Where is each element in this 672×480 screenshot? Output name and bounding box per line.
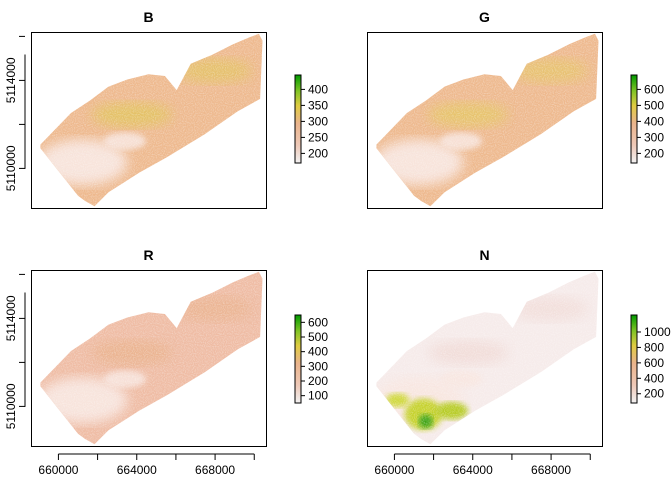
plot-frame <box>367 32 603 209</box>
legend-tick-label: 400 <box>644 114 664 128</box>
x-tick-label: 664000 <box>453 463 493 477</box>
legend-tick-label: 1000 <box>644 325 671 339</box>
panel-title: R <box>143 247 153 263</box>
x-tick-label: 660000 <box>38 463 78 477</box>
y-tick-label: 5114000 <box>4 57 18 103</box>
y-tick-label: 5110000 <box>4 383 18 429</box>
legend-tick-label: 800 <box>644 340 664 354</box>
x-tick-label: 668000 <box>531 463 571 477</box>
panel-title: B <box>143 9 153 25</box>
legend-tick-label: 200 <box>308 146 328 160</box>
legend-tick-label: 200 <box>308 374 328 388</box>
raster-image <box>376 33 599 207</box>
y-axis: 5110000 5114000 <box>4 35 26 191</box>
legend-tick-label: 600 <box>644 82 664 96</box>
x-tick-label: 668000 <box>195 463 235 477</box>
x-tick-label: 660000 <box>374 463 414 477</box>
raster-image <box>40 33 263 207</box>
legend-tick-label: 200 <box>644 146 664 160</box>
panel-b: B 5110000 5114000 200 250 300 350 400 <box>4 9 328 209</box>
panel-title: G <box>479 9 490 25</box>
colorbar-legend: 200 300 400 500 600 <box>630 74 664 164</box>
y-tick-label: 5114000 <box>4 295 18 341</box>
legend-tick-label: 500 <box>644 98 664 112</box>
panel-g: G 200 300 400 500 600 <box>367 9 664 209</box>
legend-tick-label: 300 <box>308 114 328 128</box>
legend-tick-label: 350 <box>308 98 328 112</box>
legend-tick-label: 400 <box>308 345 328 359</box>
x-axis: 660000 664000 668000 <box>374 453 591 477</box>
y-axis: 5110000 5114000 <box>4 273 26 429</box>
legend-tick-label: 600 <box>644 356 664 370</box>
x-tick-label: 664000 <box>117 463 157 477</box>
legend-tick-label: 250 <box>308 130 328 144</box>
legend-tick-label: 500 <box>308 330 328 344</box>
y-tick-label: 5110000 <box>4 145 18 191</box>
panel-title: N <box>479 247 489 263</box>
legend-tick-label: 300 <box>308 359 328 373</box>
legend-tick-label: 400 <box>308 82 328 96</box>
raster-image <box>376 271 599 445</box>
legend-tick-label: 100 <box>308 389 328 403</box>
legend-tick-label: 600 <box>308 315 328 329</box>
colorbar-legend: 200 250 300 350 400 <box>294 74 328 164</box>
legend-tick-label: 300 <box>644 130 664 144</box>
plot-frame <box>31 270 267 447</box>
plot-frame <box>367 270 603 447</box>
plot-frame <box>31 32 267 209</box>
raster-image <box>40 271 263 445</box>
legend-tick-label: 200 <box>644 387 664 401</box>
legend-tick-label: 400 <box>644 371 664 385</box>
x-axis: 660000 664000 668000 <box>38 453 255 477</box>
